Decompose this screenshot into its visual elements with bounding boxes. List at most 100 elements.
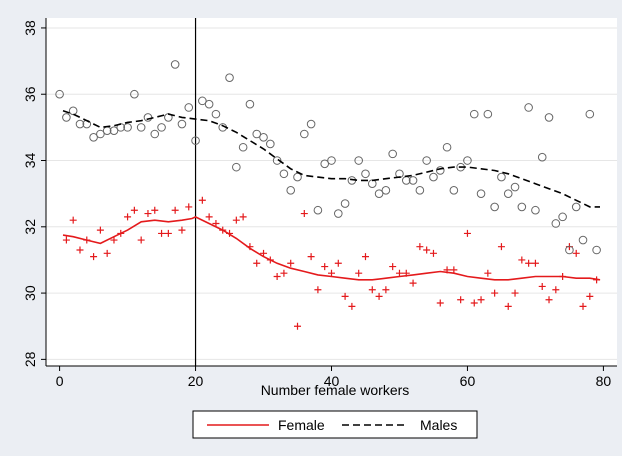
males-point-19 (184, 103, 194, 112)
x-tick-label-0: 0 (56, 373, 64, 389)
males-point-41 (333, 209, 343, 218)
female-point-18 (185, 203, 193, 211)
data-marks (55, 60, 601, 330)
males-point-74 (558, 212, 567, 222)
males-point-71 (537, 152, 547, 162)
x-tick-label-60: 60 (460, 373, 476, 389)
female-point-46 (382, 286, 390, 294)
males-point-0 (55, 89, 64, 99)
female-point-53 (429, 249, 437, 257)
female-point-57 (457, 296, 465, 304)
female-point-56 (450, 266, 458, 274)
female-point-75 (579, 302, 587, 310)
female-point-39 (334, 259, 342, 267)
y-tick-label-30: 30 (22, 285, 38, 301)
female-point-69 (538, 282, 546, 290)
males-point-5 (89, 133, 98, 142)
males-point-20 (191, 136, 200, 145)
fit-lines (62, 110, 601, 281)
y-tick-label-28: 28 (22, 351, 38, 367)
plot-area (46, 18, 617, 366)
males-point-70 (531, 205, 540, 215)
males-point-17 (170, 60, 180, 69)
males-point-42 (340, 199, 350, 208)
female-point-0 (62, 236, 70, 244)
males-point-33 (279, 169, 289, 179)
males-point-65 (497, 172, 506, 182)
males-point-2 (68, 106, 78, 116)
female-point-9 (124, 213, 132, 221)
males-point-62 (476, 189, 486, 198)
female-point-36 (314, 286, 322, 294)
female-point-30 (273, 273, 281, 281)
males-point-27 (238, 142, 248, 152)
males-point-32 (272, 156, 282, 165)
x-tick-label-80: 80 (596, 373, 612, 389)
female-point-21 (212, 219, 220, 227)
males-point-61 (469, 109, 479, 119)
males-point-54 (422, 156, 431, 165)
female-point-66 (518, 256, 526, 264)
female-point-60 (477, 296, 485, 304)
female-point-35 (307, 253, 315, 261)
gridlines (46, 27, 617, 360)
males-point-49 (388, 149, 397, 159)
males-point-3 (75, 119, 85, 129)
males-point-73 (551, 219, 561, 228)
males-point-29 (252, 129, 262, 139)
female-point-25 (239, 213, 247, 221)
x-axis-title: Number female workers (261, 382, 410, 398)
female-point-24 (232, 216, 240, 224)
males-point-76 (571, 202, 581, 212)
males-point-77 (578, 235, 588, 245)
female-point-45 (375, 292, 383, 300)
female-point-58 (463, 229, 471, 237)
males-point-53 (415, 186, 425, 195)
males-fit-line (62, 110, 600, 208)
female-point-74 (572, 249, 580, 257)
males-point-66 (503, 189, 513, 198)
males-point-38 (313, 205, 323, 215)
males-point-68 (517, 202, 527, 212)
female-point-61 (484, 269, 492, 277)
female-point-15 (164, 229, 172, 237)
males-point-34 (286, 186, 296, 195)
males-point-14 (150, 129, 160, 139)
female-point-54 (436, 299, 444, 307)
males-point-22 (204, 99, 214, 109)
female-point-6 (103, 249, 111, 257)
males-point-25 (225, 73, 234, 82)
female-point-38 (328, 269, 335, 277)
x-tick-label-40: 40 (324, 373, 340, 389)
female-point-65 (511, 289, 519, 297)
males-point-67 (510, 182, 520, 192)
female-point-28 (260, 249, 268, 257)
female-point-44 (368, 286, 376, 294)
female-fit-line (62, 216, 601, 281)
males-point-75 (565, 245, 574, 255)
female-point-19 (198, 196, 206, 204)
males-point-52 (408, 176, 418, 185)
female-point-68 (531, 259, 539, 267)
males-point-30 (259, 133, 268, 142)
y-tick-label-38: 38 (22, 20, 38, 36)
y-tick-label-32: 32 (22, 219, 38, 235)
males-point-28 (245, 99, 255, 109)
female-point-37 (321, 263, 329, 271)
males-point-39 (320, 159, 330, 169)
female-point-70 (545, 296, 553, 304)
males-point-69 (524, 103, 533, 112)
males-point-79 (592, 245, 601, 255)
males-point-12 (136, 123, 146, 132)
males-point-11 (130, 89, 139, 99)
males-point-44 (354, 156, 363, 165)
female-point-32 (287, 259, 295, 267)
female-point-27 (253, 259, 261, 267)
female-point-52 (423, 246, 431, 254)
female-point-33 (294, 322, 302, 330)
males-point-45 (361, 169, 370, 179)
female-point-62 (491, 289, 499, 297)
males-point-31 (266, 139, 275, 149)
y-tick-label-36: 36 (22, 86, 38, 102)
